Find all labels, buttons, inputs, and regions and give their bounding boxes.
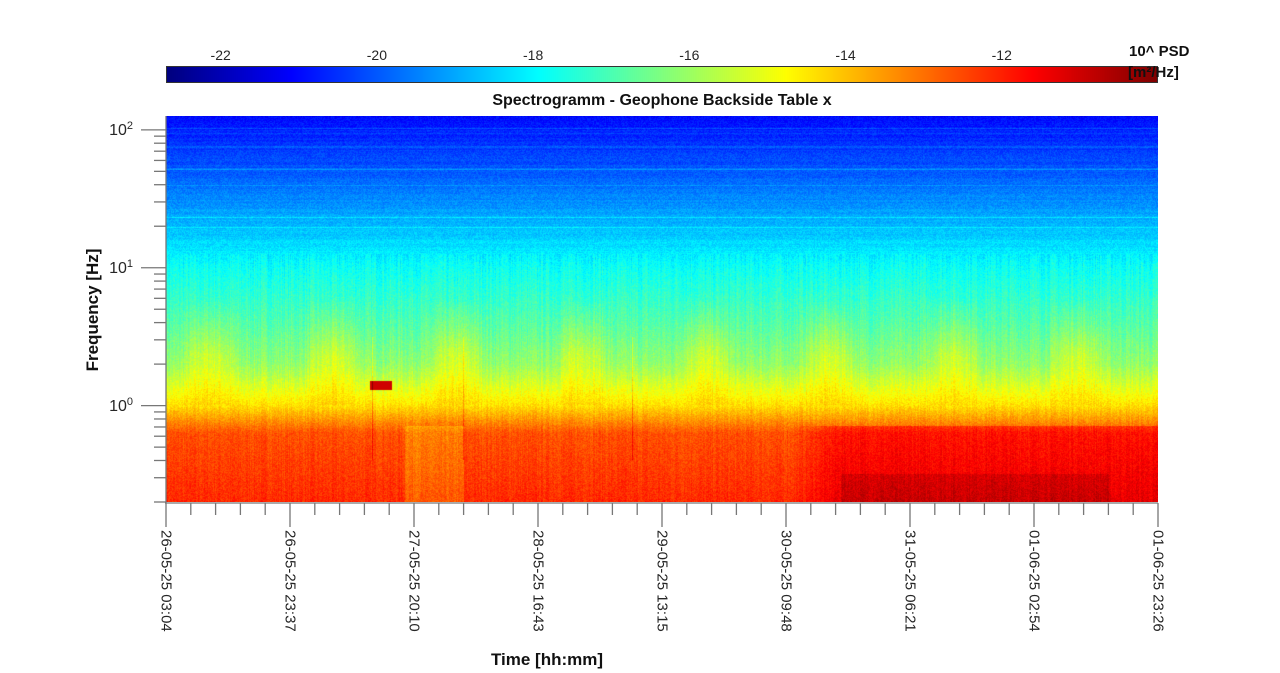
- x-axis-label: Time [hh:mm]: [490, 650, 604, 669]
- y-tick-exponent: 2: [126, 119, 133, 132]
- x-tick-label: 26-05-25 23:37: [281, 530, 299, 632]
- y-tick-base: 10: [109, 121, 127, 139]
- x-tick-label: 29-05-25 13:15: [653, 530, 671, 632]
- y-tick-label: 102: [109, 120, 133, 140]
- colorbar-tick-label: -22: [210, 47, 231, 63]
- y-tick-base: 10: [109, 397, 127, 415]
- x-tick-label: 27-05-25 20:10: [405, 530, 423, 632]
- colorbar: [166, 66, 1158, 83]
- colorbar-tick-label: -14: [835, 47, 856, 63]
- colorbar-tick-label: -18: [522, 47, 544, 63]
- colorbar-label: 10^ PSD: [1129, 43, 1190, 60]
- colorbar-unit: [m²/Hz]: [1128, 64, 1179, 81]
- chart-title: Spectrogramm - Geophone Backside Table x: [492, 92, 832, 109]
- spectrogram-heatmap: [166, 116, 1158, 502]
- x-tick-label: 01-06-25 02:54: [1025, 530, 1043, 632]
- y-tick-exponent: 0: [126, 395, 133, 408]
- y-tick-exponent: 1: [126, 257, 133, 270]
- colorbar-tick-label: -16: [679, 47, 700, 63]
- x-tick-label: 01-06-25 23:26: [1149, 530, 1167, 632]
- y-tick-base: 10: [109, 259, 127, 277]
- x-tick-label: 30-05-25 09:48: [777, 530, 795, 632]
- x-tick-label: 28-05-25 16:43: [529, 530, 547, 632]
- colorbar-tick-label: -20: [366, 47, 388, 63]
- y-tick-label: 101: [109, 258, 133, 278]
- x-tick-label: 31-05-25 06:21: [901, 530, 919, 632]
- y-axis-label: Frequency [Hz]: [83, 248, 102, 372]
- x-tick-label: 26-05-25 03:04: [157, 530, 175, 632]
- y-tick-label: 100: [109, 395, 133, 415]
- colorbar-tick-label: -12: [991, 47, 1012, 63]
